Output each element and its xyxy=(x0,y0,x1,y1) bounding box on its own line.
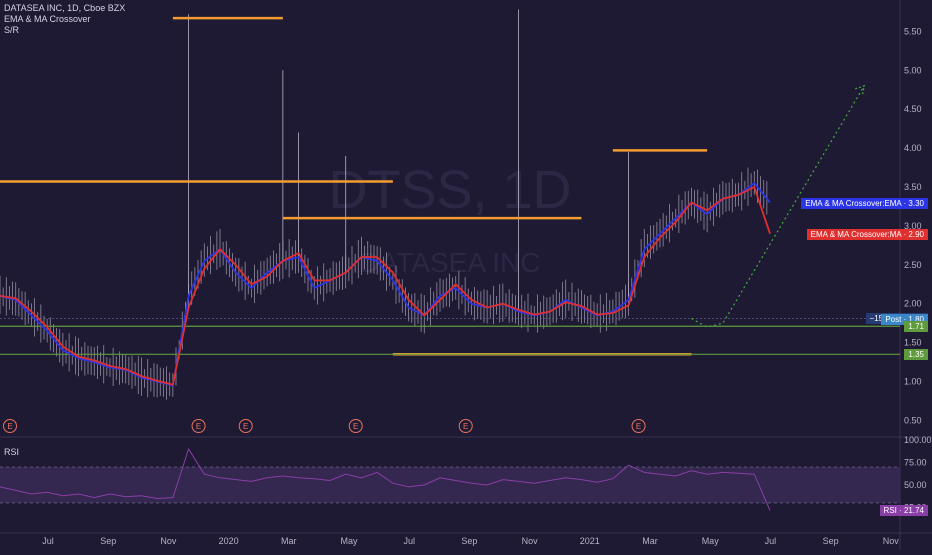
x-tick-label-7: Sep xyxy=(461,536,477,546)
x-tick-label-5: May xyxy=(340,536,358,546)
y-tick-label-8: 1.50 xyxy=(904,338,922,348)
x-tick-label-10: Mar xyxy=(642,536,658,546)
y-tick-label-3: 4.00 xyxy=(904,143,922,153)
x-tick-label-14: Nov xyxy=(883,536,900,546)
earnings-marker-3 xyxy=(348,419,363,433)
earnings-marker-label-5: E xyxy=(636,422,641,431)
x-tick-label-4: Mar xyxy=(281,536,297,546)
price-label-1: EMA & MA Crossover:MA · 2.90 xyxy=(806,228,928,240)
y-tick-label-5: 3.00 xyxy=(904,221,922,231)
earnings-marker-2 xyxy=(238,419,253,433)
x-tick-label-11: May xyxy=(702,536,720,546)
earnings-marker-0 xyxy=(3,419,17,433)
symbol-title: DATASEA INC, 1D, Cboe BZX xyxy=(4,3,126,13)
price-label-3: Post · 1.80 xyxy=(881,314,928,326)
x-tick-label-13: Sep xyxy=(823,536,839,546)
earnings-marker-5 xyxy=(631,419,646,433)
watermark-ticker: DTSS, 1D xyxy=(328,160,571,220)
rsi-tick-label-0: 100.00 xyxy=(904,435,932,445)
rsi-pane-title: RSI xyxy=(4,447,20,457)
x-tick-label-2: Nov xyxy=(160,536,177,546)
price-label-5: 1.35 xyxy=(904,349,928,361)
rsi-tick-label-2: 50.00 xyxy=(904,480,927,490)
projection-arrowhead xyxy=(855,84,866,96)
y-tick-label-4: 3.50 xyxy=(904,182,922,192)
y-tick-label-9: 1.00 xyxy=(904,377,922,387)
x-tick-label-1: Sep xyxy=(100,536,116,546)
rsi-band xyxy=(0,467,900,503)
x-tick-label-9: 2021 xyxy=(580,536,600,546)
indicator-ema-ma[interactable]: EMA & MA Crossover xyxy=(4,14,91,24)
y-tick-label-7: 2.00 xyxy=(904,299,922,309)
y-tick-label-2: 4.50 xyxy=(904,104,922,114)
rsi-tick-label-1: 75.00 xyxy=(904,458,927,468)
x-tick-label-3: 2020 xyxy=(219,536,239,546)
earnings-marker-label-1: E xyxy=(196,422,201,431)
earnings-marker-4 xyxy=(458,419,473,433)
x-tick-label-12: Jul xyxy=(765,536,777,546)
earnings-marker-label-3: E xyxy=(353,422,358,431)
x-tick-label-0: Jul xyxy=(42,536,54,546)
price-label-4: 1.71 xyxy=(904,321,928,333)
y-tick-label-1: 5.00 xyxy=(904,65,922,75)
y-tick-label-0: 5.50 xyxy=(904,26,922,36)
ma-line xyxy=(0,185,771,386)
rsi-line xyxy=(0,447,771,511)
earnings-marker-label-2: E xyxy=(243,422,248,431)
y-tick-label-6: 2.50 xyxy=(904,260,922,270)
projection-line xyxy=(691,85,865,328)
x-tick-label-6: Jul xyxy=(403,536,415,546)
earnings-marker-label-4: E xyxy=(463,422,468,431)
earnings-marker-1 xyxy=(191,419,206,433)
indicator-sr[interactable]: S/R xyxy=(4,25,20,35)
rsi-last-label: RSI · 21.74 xyxy=(879,505,928,517)
x-tick-label-8: Nov xyxy=(522,536,539,546)
price-label-0: EMA & MA Crossover:EMA · 3.30 xyxy=(801,197,928,209)
y-tick-label-10: 0.50 xyxy=(904,415,922,425)
earnings-marker-label-0: E xyxy=(7,422,12,431)
